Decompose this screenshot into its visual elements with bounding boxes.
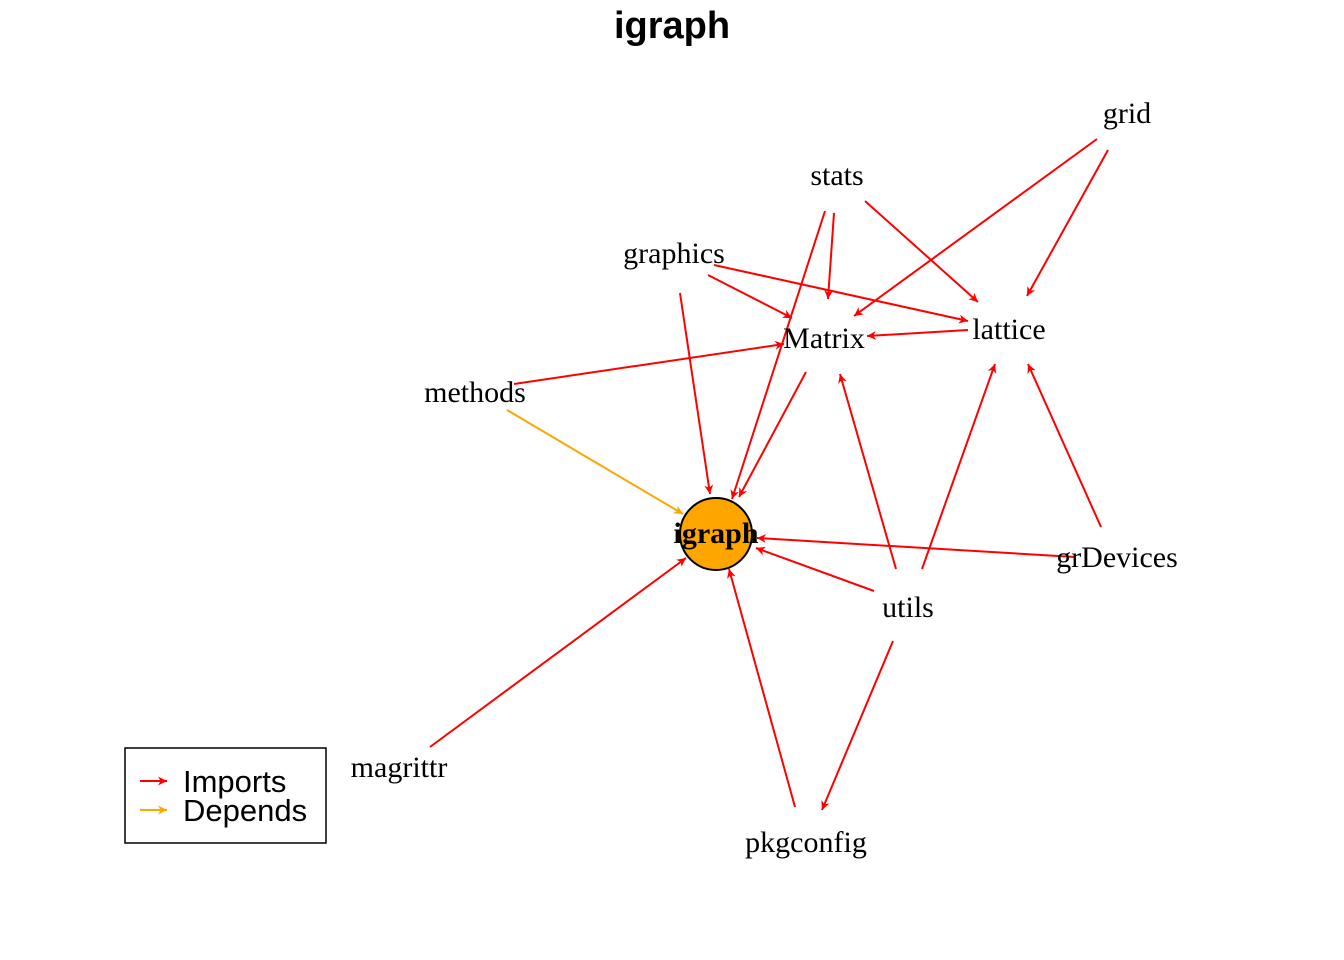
node-label-methods: methods [424,376,526,409]
edge-grid-to-lattice [1026,149,1109,297]
edge-utils-to-pkgconfig [821,640,894,811]
edge-stats-to-lattice [864,200,979,303]
node-pkgconfig: pkgconfig [745,826,867,859]
node-grid: grid [1103,97,1151,130]
edge-stats-to-matrix [824,212,835,300]
node-graphics: graphics [623,237,725,270]
node-matrix: Matrix [783,322,865,355]
node-label-utils: utils [882,591,934,624]
edge-utils-to-matrix [838,373,897,570]
node-label-magrittr: magrittr [351,751,448,784]
edge-graphics-to-lattice [713,264,969,324]
node-label-grdevices: grDevices [1056,541,1178,574]
legend-label-depends: Depends [183,793,307,828]
edge-lattice-to-matrix [866,329,969,340]
edge-stats-to-igraph [730,210,826,500]
nodes-layer: igraph grid stats graphics Matrix lattice meth… [351,97,1178,859]
edge-graphics-to-matrix [707,274,793,319]
center-node-circle [679,497,753,571]
node-stats: stats [810,159,863,192]
node-label-stats: stats [810,159,863,192]
edge-methods-to-matrix [513,340,785,385]
edge-grid-to-matrix [853,138,1098,317]
edge-grdevices-to-igraph [756,534,1076,558]
node-label-pkgconfig: pkgconfig [745,826,867,859]
node-utils: utils [882,591,934,624]
legend-box [124,747,327,844]
edges-layer [429,138,1109,811]
edge-graphics-to-igraph [679,292,714,495]
node-methods: methods [424,376,526,409]
node-label-graphics: graphics [623,237,725,270]
node-magrittr: magrittr [351,751,448,784]
node-label-matrix: Matrix [783,322,865,355]
edge-magrittr-to-igraph [429,557,687,748]
edge-pkgconfig-to-igraph [727,568,796,808]
graph-title: igraph [614,5,730,47]
node-label-grid: grid [1103,97,1151,130]
node-grdevices: grDevices [1056,541,1178,574]
node-label-lattice: lattice [972,313,1045,346]
edge-utils-to-igraph [755,546,875,592]
edge-methods-to-igraph [506,409,684,515]
node-label-igraph: igraph [673,517,758,550]
legend-label-imports: Imports [183,764,286,799]
node-lattice: lattice [972,313,1045,346]
edge-utils-to-lattice [921,363,997,570]
edge-matrix-to-igraph [738,371,807,498]
edge-grdevices-to-lattice [1027,363,1102,528]
node-igraph: igraph [673,497,759,571]
